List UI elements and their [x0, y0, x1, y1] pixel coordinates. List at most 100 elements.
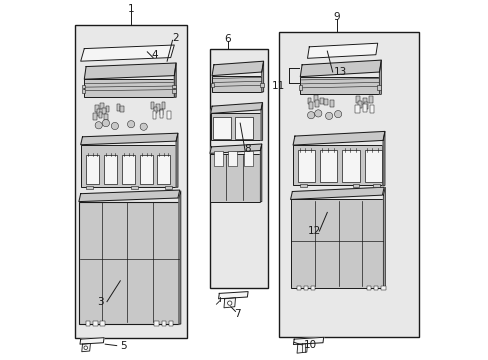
Polygon shape — [260, 144, 261, 202]
Text: 13: 13 — [333, 67, 346, 77]
Bar — [153, 107, 157, 113]
Bar — [278, 32, 418, 337]
Bar — [357, 101, 361, 108]
Circle shape — [227, 301, 231, 305]
Bar — [79, 202, 179, 324]
Text: 12: 12 — [307, 226, 320, 236]
Polygon shape — [84, 63, 176, 79]
Polygon shape — [383, 187, 385, 288]
Bar — [162, 102, 165, 109]
Text: 8: 8 — [244, 144, 250, 154]
Polygon shape — [81, 133, 178, 145]
Bar — [104, 114, 107, 120]
Bar — [292, 145, 382, 185]
Text: 1: 1 — [127, 4, 134, 14]
Bar — [209, 154, 260, 202]
Bar — [213, 117, 231, 139]
Circle shape — [325, 112, 332, 120]
Circle shape — [307, 112, 314, 119]
Bar — [101, 103, 104, 109]
Polygon shape — [174, 63, 176, 97]
Bar — [75, 25, 186, 338]
Polygon shape — [81, 45, 174, 61]
Bar — [122, 155, 134, 184]
Polygon shape — [179, 191, 181, 324]
Polygon shape — [79, 190, 179, 202]
Bar — [86, 186, 92, 189]
Bar — [307, 98, 311, 104]
Text: 11: 11 — [271, 81, 285, 91]
Bar — [320, 98, 324, 104]
Bar — [300, 184, 306, 187]
Circle shape — [127, 121, 134, 128]
Bar — [154, 321, 159, 326]
Bar — [84, 79, 174, 97]
Bar — [210, 49, 267, 288]
Bar — [369, 105, 373, 113]
Bar — [131, 186, 137, 189]
Polygon shape — [224, 298, 235, 308]
Polygon shape — [379, 60, 381, 94]
Bar — [260, 83, 263, 87]
Bar — [213, 151, 223, 166]
Bar — [298, 85, 302, 90]
Bar — [156, 104, 160, 111]
Bar — [86, 321, 90, 326]
Polygon shape — [307, 43, 377, 58]
Text: 3: 3 — [97, 297, 103, 307]
Polygon shape — [209, 144, 261, 153]
Circle shape — [140, 123, 147, 130]
Bar — [329, 100, 333, 107]
Text: 2: 2 — [172, 33, 178, 43]
Bar — [300, 77, 379, 94]
Bar — [172, 89, 176, 93]
Polygon shape — [210, 103, 262, 113]
Bar — [342, 150, 359, 182]
Text: 7: 7 — [234, 309, 240, 319]
Bar — [104, 155, 117, 184]
Bar — [303, 286, 307, 290]
Bar — [152, 111, 156, 119]
Bar — [362, 104, 366, 112]
Bar — [81, 145, 176, 187]
Bar — [162, 321, 166, 326]
Bar — [364, 102, 367, 109]
Bar — [355, 105, 359, 113]
Circle shape — [111, 122, 118, 130]
Polygon shape — [382, 131, 384, 185]
Polygon shape — [261, 61, 263, 92]
Bar — [373, 184, 379, 187]
Bar — [244, 151, 253, 166]
Bar — [368, 96, 372, 103]
Bar — [160, 109, 163, 115]
Bar — [308, 102, 312, 109]
Bar — [296, 286, 301, 290]
Bar — [212, 76, 261, 92]
Bar — [381, 286, 385, 290]
Bar — [120, 106, 123, 112]
Bar — [160, 110, 163, 118]
Polygon shape — [292, 131, 384, 145]
Bar — [234, 117, 252, 139]
Bar — [81, 89, 85, 93]
Polygon shape — [218, 292, 247, 299]
Bar — [101, 321, 104, 326]
Bar — [95, 105, 99, 112]
Circle shape — [95, 122, 102, 129]
Bar — [362, 98, 366, 105]
Text: 4: 4 — [151, 50, 158, 60]
Bar — [165, 186, 171, 189]
Bar — [157, 155, 170, 184]
Bar — [81, 85, 85, 88]
Bar — [310, 286, 315, 290]
Polygon shape — [176, 133, 178, 187]
Text: 9: 9 — [333, 12, 340, 22]
Polygon shape — [296, 343, 307, 353]
Bar — [172, 85, 176, 88]
Bar — [210, 83, 214, 87]
Polygon shape — [293, 337, 323, 345]
Bar — [355, 96, 359, 103]
Circle shape — [334, 111, 341, 118]
Bar — [93, 321, 98, 326]
Bar — [140, 155, 152, 184]
